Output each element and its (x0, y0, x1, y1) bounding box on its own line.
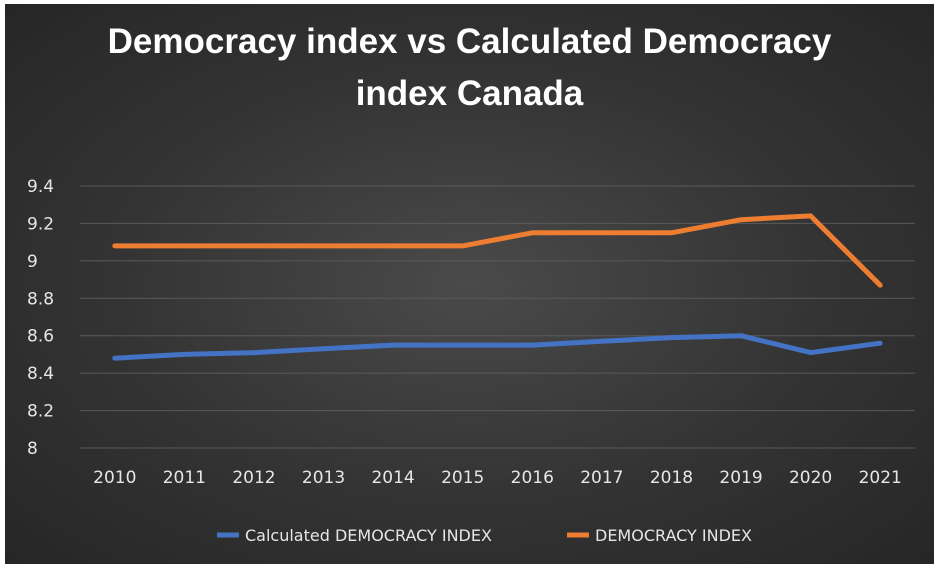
series-line-0 (112, 333, 883, 361)
x-tick-label: 2015 (441, 468, 484, 488)
x-axis-ticks: 2010 2011 2012 2013 2014 2015 2016 2017 2018 2019… (93, 468, 902, 488)
y-axis-ticks: 8 8.2 8.4 8.6 8.8 9 9.2 9.4 (27, 177, 54, 459)
y-tick-label: 8.6 (27, 327, 54, 347)
x-tick-label: 2016 (511, 468, 554, 488)
x-tick-label: 2013 (302, 468, 345, 488)
x-tick-label: 2019 (719, 468, 762, 488)
chart-title-line-2: index Canada (355, 74, 584, 113)
x-tick-label: 2017 (580, 468, 623, 488)
legend: Calculated DEMOCRACY INDEX DEMOCRACY INDE… (217, 526, 752, 545)
y-tick-label: 9 (27, 252, 38, 272)
chart-title: Democracy index vs Calculated Democracy … (5, 16, 934, 120)
x-tick-label: 2011 (163, 468, 206, 488)
gridlines (80, 185, 915, 449)
x-tick-label: 2021 (859, 468, 902, 488)
x-tick-label: 2018 (650, 468, 693, 488)
x-tick-label: 2012 (232, 468, 275, 488)
series-lines (112, 213, 883, 361)
line-chart: 88.28.48.68.899.29.4 2010 2011 2012 2013 201… (27, 177, 915, 545)
y-tick-label: 9.4 (27, 177, 54, 197)
chart-area: Democracy index vs Calculated Democracy … (5, 4, 934, 564)
chart-title-line-1: Democracy index vs Calculated Democracy (107, 22, 832, 61)
y-tick-label: 8.4 (27, 364, 54, 384)
legend-label: DEMOCRACY INDEX (595, 526, 752, 545)
x-tick-label: 2014 (371, 468, 414, 488)
x-tick-label: 2020 (789, 468, 832, 488)
y-tick-label: 8 (27, 439, 38, 459)
y-tick-label: 8.8 (27, 289, 54, 309)
x-tick-label: 2010 (93, 468, 136, 488)
series-line-1 (112, 213, 883, 288)
y-tick-label: 9.2 (27, 214, 54, 234)
y-tick-label: 8.2 (27, 402, 54, 422)
legend-label: Calculated DEMOCRACY INDEX (245, 526, 492, 545)
